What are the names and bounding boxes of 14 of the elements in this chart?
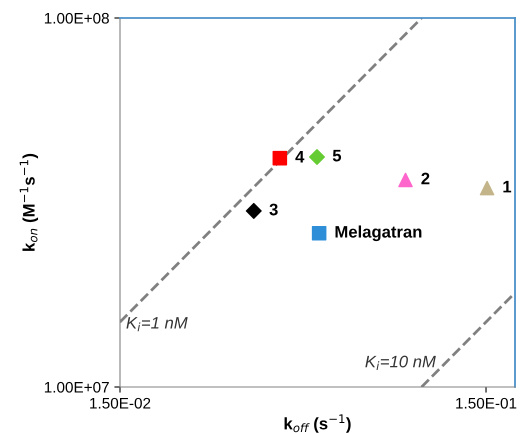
annotation: K$_{i}$=10 nM: [365, 356, 436, 370]
annotation: K$_{i}$=1 nM: [126, 317, 188, 332]
series-label: 2: [421, 172, 430, 184]
y-axis-title: k$_{on}$ (M$^{−1}$s$^{−1}$): [20, 154, 38, 251]
x-tick-label: 1.50E-01: [456, 398, 516, 409]
x-tick-label: 1.50E-02: [90, 398, 150, 409]
series-label: 1: [503, 180, 512, 192]
y-tick-label: 1.00E+08: [44, 12, 109, 24]
series-label: 5: [332, 150, 342, 162]
series-label: 3: [269, 204, 278, 216]
series-label: Melagatran: [336, 225, 422, 242]
x-axis-title: k$_{off}$ (s$^{−1}$): [284, 414, 351, 433]
series-label: 4: [295, 151, 304, 162]
y-tick-label: 1.00E+07: [44, 382, 109, 393]
